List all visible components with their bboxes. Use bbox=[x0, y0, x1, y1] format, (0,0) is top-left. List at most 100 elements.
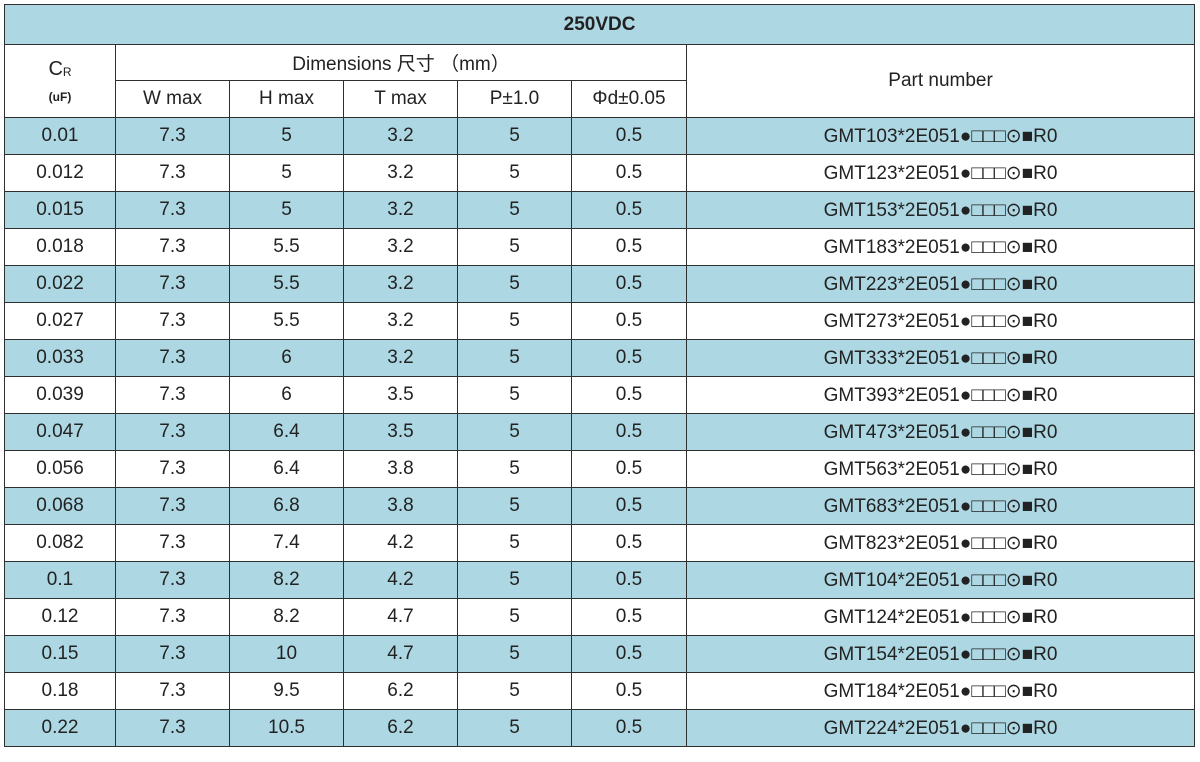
cell-width: 7.3 bbox=[115, 117, 230, 155]
cell-lead-diameter: 0.5 bbox=[571, 302, 687, 340]
cell-pitch: 5 bbox=[457, 376, 572, 414]
cell-pitch: 5 bbox=[457, 154, 572, 192]
cell-width: 7.3 bbox=[115, 524, 230, 562]
voltage-title: 250VDC bbox=[3, 4, 1196, 45]
cell-capacitance: 0.012 bbox=[4, 154, 116, 192]
cell-pitch: 5 bbox=[457, 191, 572, 229]
cell-lead-diameter: 0.5 bbox=[571, 376, 687, 414]
cell-part-number: GMT123*2E051●□□□⊙■R0 bbox=[685, 154, 1196, 192]
cell-part-number: GMT273*2E051●□□□⊙■R0 bbox=[685, 302, 1196, 340]
header-row-2: W max H max T max P±1.0 Φd±0.05 bbox=[5, 80, 1195, 118]
cell-height: 8.2 bbox=[229, 561, 344, 599]
cell-capacitance: 0.068 bbox=[4, 487, 116, 525]
cell-pitch: 5 bbox=[457, 302, 572, 340]
cell-capacitance: 0.1 bbox=[4, 561, 116, 599]
cell-height: 6 bbox=[229, 339, 344, 377]
cell-height: 6.8 bbox=[229, 487, 344, 525]
table-row: 0.068 7.3 6.8 3.8 5 0.5 GMT683*2E051●□□□⊙■R0 bbox=[4, 487, 1196, 525]
cell-pitch: 5 bbox=[457, 117, 572, 155]
cell-lead-diameter: 0.5 bbox=[571, 117, 687, 155]
cell-pitch: 5 bbox=[457, 635, 572, 673]
cell-capacitance: 0.22 bbox=[4, 709, 116, 747]
cell-width: 7.3 bbox=[115, 598, 230, 636]
table-row: 0.018 7.3 5.5 3.2 5 0.5 GMT183*2E051●□□□⊙■R0 bbox=[4, 228, 1196, 266]
cell-part-number: GMT183*2E051●□□□⊙■R0 bbox=[685, 228, 1196, 266]
cell-pitch: 5 bbox=[457, 524, 572, 562]
cell-height: 9.5 bbox=[229, 672, 344, 710]
table-row: 0.15 7.3 10 4.7 5 0.5 GMT154*2E051●□□□⊙■R0 bbox=[4, 635, 1196, 673]
cell-capacitance: 0.015 bbox=[4, 191, 116, 229]
cell-part-number: GMT823*2E051●□□□⊙■R0 bbox=[685, 524, 1196, 562]
part-number-header: Part number bbox=[685, 44, 1196, 118]
cell-pitch: 5 bbox=[457, 413, 572, 451]
cell-thickness: 4.2 bbox=[343, 524, 458, 562]
cell-capacitance: 0.082 bbox=[4, 524, 116, 562]
cell-lead-diameter: 0.5 bbox=[571, 265, 687, 303]
cell-capacitance: 0.039 bbox=[4, 376, 116, 414]
cell-lead-diameter: 0.5 bbox=[571, 228, 687, 266]
cell-part-number: GMT473*2E051●□□□⊙■R0 bbox=[685, 413, 1196, 451]
cell-capacitance: 0.15 bbox=[4, 635, 116, 673]
cell-capacitance: 0.18 bbox=[4, 672, 116, 710]
cell-lead-diameter: 0.5 bbox=[571, 635, 687, 673]
cell-pitch: 5 bbox=[457, 339, 572, 377]
table-row: 0.12 7.3 8.2 4.7 5 0.5 GMT124*2E051●□□□⊙■R0 bbox=[4, 598, 1196, 636]
cell-thickness: 3.2 bbox=[343, 265, 458, 303]
cell-lead-diameter: 0.5 bbox=[571, 672, 687, 710]
cell-height: 5 bbox=[229, 191, 344, 229]
cell-part-number: GMT563*2E051●□□□⊙■R0 bbox=[685, 450, 1196, 488]
cell-capacitance: 0.12 bbox=[4, 598, 116, 636]
capacitance-header: CR (uF) bbox=[4, 44, 116, 118]
cell-lead-diameter: 0.5 bbox=[571, 709, 687, 747]
col-header-h-max: H max bbox=[229, 80, 344, 118]
cell-height: 7.4 bbox=[229, 524, 344, 562]
cell-width: 7.3 bbox=[115, 635, 230, 673]
dimensions-header: Dimensions 尺寸 （mm） bbox=[115, 44, 687, 81]
capacitance-symbol: CR bbox=[48, 58, 72, 80]
cell-height: 10 bbox=[229, 635, 344, 673]
cell-height: 6 bbox=[229, 376, 344, 414]
cell-part-number: GMT103*2E051●□□□⊙■R0 bbox=[685, 117, 1196, 155]
cell-part-number: GMT683*2E051●□□□⊙■R0 bbox=[685, 487, 1196, 525]
cell-width: 7.3 bbox=[115, 413, 230, 451]
cell-lead-diameter: 0.5 bbox=[571, 598, 687, 636]
cell-capacitance: 0.027 bbox=[4, 302, 116, 340]
cell-thickness: 6.2 bbox=[343, 709, 458, 747]
voltage-banner-row: 250VDC bbox=[3, 4, 1196, 45]
cell-thickness: 3.2 bbox=[343, 117, 458, 155]
cell-thickness: 3.8 bbox=[343, 450, 458, 488]
cell-pitch: 5 bbox=[457, 487, 572, 525]
cell-thickness: 4.2 bbox=[343, 561, 458, 599]
cell-width: 7.3 bbox=[115, 450, 230, 488]
cell-lead-diameter: 0.5 bbox=[571, 339, 687, 377]
cell-pitch: 5 bbox=[457, 450, 572, 488]
cell-height: 5.5 bbox=[229, 265, 344, 303]
cell-capacitance: 0.056 bbox=[4, 450, 116, 488]
cell-height: 8.2 bbox=[229, 598, 344, 636]
cell-part-number: GMT333*2E051●□□□⊙■R0 bbox=[685, 339, 1196, 377]
capacitance-unit: (uF) bbox=[48, 90, 72, 104]
cell-width: 7.3 bbox=[115, 302, 230, 340]
cell-thickness: 3.2 bbox=[343, 302, 458, 340]
cell-height: 5 bbox=[229, 154, 344, 192]
cell-capacitance: 0.033 bbox=[4, 339, 116, 377]
cell-width: 7.3 bbox=[115, 487, 230, 525]
cell-height: 5 bbox=[229, 117, 344, 155]
table-row: 0.22 7.3 10.5 6.2 5 0.5 GMT224*2E051●□□□⊙■R0 bbox=[4, 709, 1196, 747]
cell-part-number: GMT104*2E051●□□□⊙■R0 bbox=[685, 561, 1196, 599]
cell-part-number: GMT224*2E051●□□□⊙■R0 bbox=[685, 709, 1196, 747]
cell-part-number: GMT393*2E051●□□□⊙■R0 bbox=[685, 376, 1196, 414]
cell-capacitance: 0.01 bbox=[4, 117, 116, 155]
spec-table: 250VDC CR (uF) Dimensions 尺寸 （mm） Part n… bbox=[3, 4, 1196, 747]
table-row: 0.039 7.3 6 3.5 5 0.5 GMT393*2E051●□□□⊙■R0 bbox=[4, 376, 1196, 414]
cell-height: 5.5 bbox=[229, 228, 344, 266]
col-header-pitch: P±1.0 bbox=[457, 80, 572, 118]
cell-pitch: 5 bbox=[457, 672, 572, 710]
cell-lead-diameter: 0.5 bbox=[571, 154, 687, 192]
cell-part-number: GMT124*2E051●□□□⊙■R0 bbox=[685, 598, 1196, 636]
cell-thickness: 4.7 bbox=[343, 635, 458, 673]
table-row: 0.047 7.3 6.4 3.5 5 0.5 GMT473*2E051●□□□⊙■R0 bbox=[4, 413, 1196, 451]
cell-pitch: 5 bbox=[457, 709, 572, 747]
cell-pitch: 5 bbox=[457, 561, 572, 599]
cell-thickness: 3.8 bbox=[343, 487, 458, 525]
